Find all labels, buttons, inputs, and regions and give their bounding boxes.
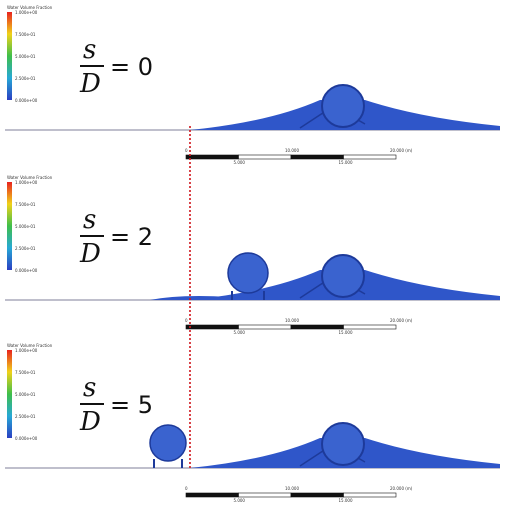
cylinder xyxy=(322,85,364,127)
scale-segment xyxy=(344,325,397,329)
scale-segment xyxy=(239,325,292,329)
eq-numerator: s xyxy=(83,205,96,235)
scale-segment xyxy=(344,493,397,497)
scale-segment xyxy=(291,155,344,159)
colorbar xyxy=(7,182,12,270)
cylinder xyxy=(322,423,364,465)
legend-tick: 7.500e-01 xyxy=(15,202,36,207)
scale-segment xyxy=(291,325,344,329)
scale-segment xyxy=(186,325,239,329)
scale-label: 10.000 xyxy=(285,148,299,153)
scale-label: 5.000 xyxy=(234,498,246,503)
scale-label: 10.000 xyxy=(285,318,299,323)
scale-segment xyxy=(186,155,239,159)
scale-segment xyxy=(239,493,292,497)
legend-tick: 0.000e+00 xyxy=(15,268,38,273)
scale-label: 20.000 (m) xyxy=(390,318,413,323)
legend-tick: 2.500e-01 xyxy=(15,414,36,419)
upstream-cylinder xyxy=(150,425,186,461)
legend-tick: 2.500e-01 xyxy=(15,246,36,251)
figure: Water Volume Fraction1.000e+007.500e-015… xyxy=(0,0,506,529)
legend-tick: 5.000e-01 xyxy=(15,54,36,59)
legend-tick: 5.000e-01 xyxy=(15,224,36,229)
colorbar xyxy=(7,12,12,100)
scale-segment xyxy=(239,155,292,159)
panel: Water Volume Fraction1.000e+007.500e-015… xyxy=(5,343,500,503)
cylinder xyxy=(322,255,364,297)
scale-label: 5.000 xyxy=(234,160,246,165)
scale-segment xyxy=(186,493,239,497)
eq-rhs: = 0 xyxy=(110,53,153,81)
legend-tick: 2.500e-01 xyxy=(15,76,36,81)
scale-label: 15.000 xyxy=(339,160,353,165)
colorbar xyxy=(7,350,12,438)
eq-numerator: s xyxy=(83,373,96,403)
scale-label: 0 xyxy=(185,486,188,491)
upstream-cylinder xyxy=(228,253,268,293)
panel: Water Volume Fraction1.000e+007.500e-015… xyxy=(5,5,500,165)
scale-label: 20.000 (m) xyxy=(390,486,413,491)
panel: Water Volume Fraction1.000e+007.500e-015… xyxy=(5,175,500,335)
eq-denominator: D xyxy=(79,407,101,437)
scale-label: 20.000 (m) xyxy=(390,148,413,153)
eq-numerator: s xyxy=(83,35,96,65)
scale-label: 0 xyxy=(185,318,188,323)
legend-tick: 0.000e+00 xyxy=(15,98,38,103)
scale-label: 5.000 xyxy=(234,330,246,335)
legend-tick: 1.000e+00 xyxy=(15,348,38,353)
scale-segment xyxy=(291,493,344,497)
legend-tick: 5.000e-01 xyxy=(15,392,36,397)
eq-denominator: D xyxy=(79,239,101,269)
legend-tick: 1.000e+00 xyxy=(15,180,38,185)
scale-label: 10.000 xyxy=(285,486,299,491)
eq-rhs: = 5 xyxy=(110,391,153,419)
legend-tick: 7.500e-01 xyxy=(15,32,36,37)
scale-segment xyxy=(344,155,397,159)
eq-denominator: D xyxy=(79,69,101,99)
legend-tick: 0.000e+00 xyxy=(15,436,38,441)
scale-label: 15.000 xyxy=(339,498,353,503)
scale-label: 15.000 xyxy=(339,330,353,335)
legend-tick: 1.000e+00 xyxy=(15,10,38,15)
scale-label: 0 xyxy=(185,148,188,153)
eq-rhs: = 2 xyxy=(110,223,153,251)
legend-tick: 7.500e-01 xyxy=(15,370,36,375)
